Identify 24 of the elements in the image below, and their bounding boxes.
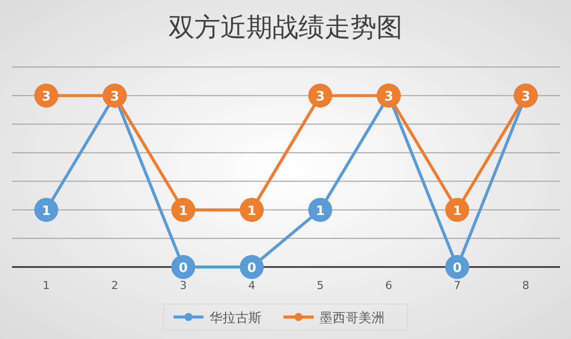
data-label: 3 [42, 90, 51, 105]
x-tick-label: 6 [385, 279, 392, 292]
data-label: 3 [110, 90, 120, 105]
x-tick-label: 4 [248, 279, 256, 292]
x-tick-label: 3 [180, 279, 187, 292]
data-label: 0 [178, 261, 188, 276]
legend-label: 华拉古斯 [210, 311, 262, 326]
data-label: 3 [521, 90, 530, 105]
data-label: 1 [452, 204, 462, 219]
data-label: 1 [316, 204, 325, 219]
data-label: 0 [247, 261, 256, 276]
data-label: 0 [452, 261, 462, 276]
x-tick-label: 1 [42, 279, 50, 292]
x-tick-label: 7 [454, 279, 461, 292]
data-label: 3 [384, 90, 394, 105]
data-label: 3 [316, 90, 325, 105]
data-label: 1 [178, 204, 188, 219]
x-tick-label: 5 [316, 279, 324, 292]
x-tick-label: 2 [111, 279, 118, 292]
data-label: 1 [247, 204, 256, 219]
data-label: 1 [42, 204, 51, 219]
x-tick-label: 8 [522, 279, 530, 292]
legend-label: 墨西哥美洲 [320, 310, 384, 326]
chart-title: 双方近期战绩走势图 [168, 13, 402, 43]
